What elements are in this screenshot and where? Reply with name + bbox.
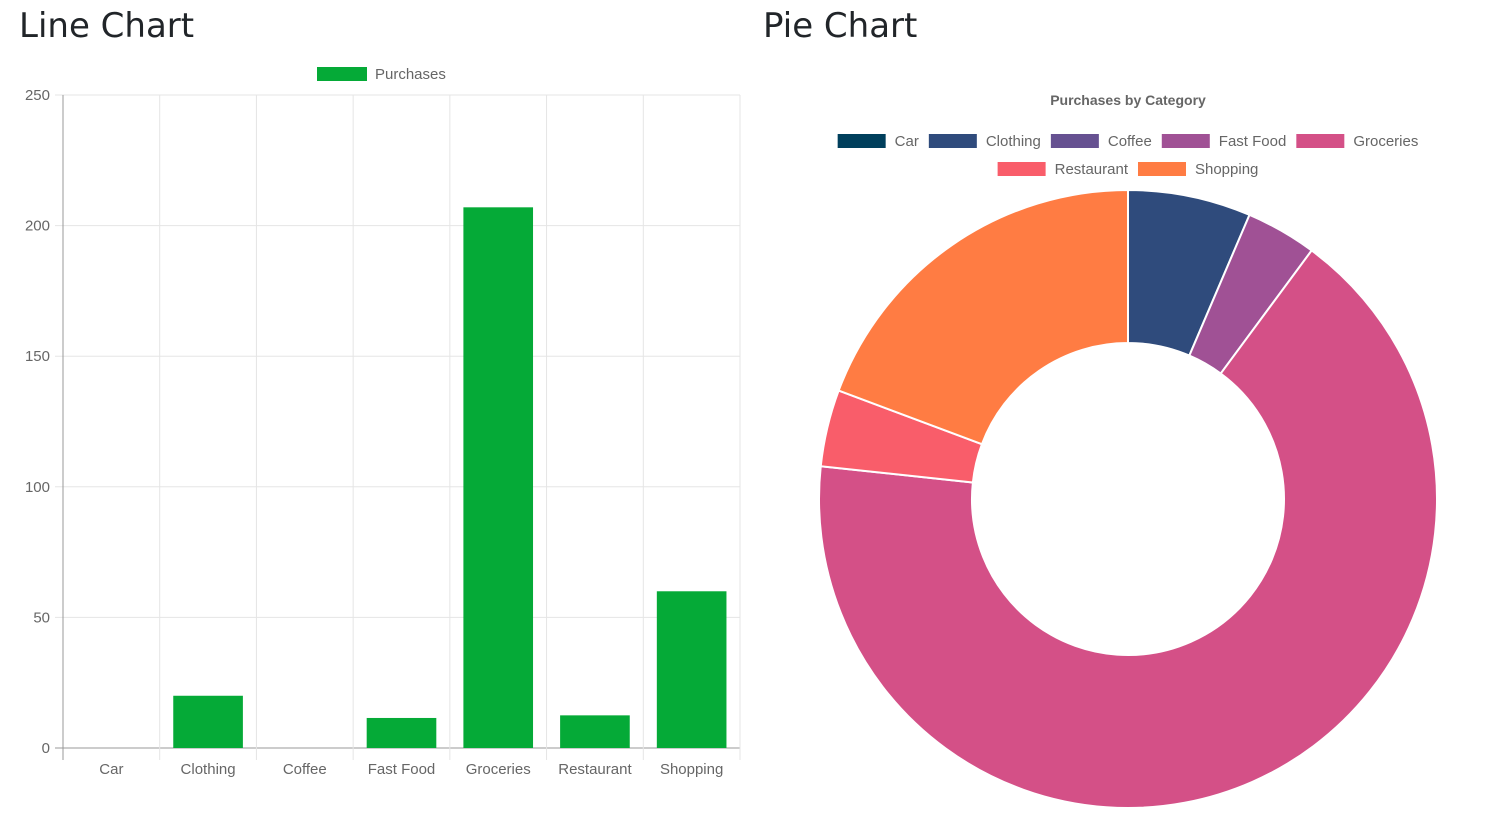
x-tick-label: Fast Food [368,761,436,778]
bar-groceries[interactable] [463,207,534,749]
legend-label-fast-food[interactable]: Fast Food [1219,133,1287,150]
legend-label-groceries[interactable]: Groceries [1353,133,1418,150]
slice-shopping[interactable] [837,188,1129,446]
x-tick-label: Car [99,761,123,778]
pie-panel-title: Pie Chart [763,6,918,46]
bar-restaurant[interactable] [560,715,630,748]
legend-swatch-clothing[interactable] [928,134,977,148]
x-tick-label: Clothing [181,761,236,778]
y-tick-label: 0 [42,740,50,757]
bar-legend[interactable]: Purchases [317,66,446,83]
y-tick-label: 150 [25,348,50,365]
bar-clothing[interactable] [173,695,243,748]
legend-label-car[interactable]: Car [895,133,919,150]
bar-chart: Purchases 0 50 100 150 200 250 Car Clothing Coffe… [25,66,741,778]
slice-groceries[interactable] [818,249,1438,809]
y-tick-label: 200 [25,218,50,235]
legend-label-coffee[interactable]: Coffee [1108,133,1152,150]
bar-shopping[interactable] [656,591,727,748]
legend-swatch-shopping[interactable] [1137,162,1186,176]
x-tick-label: Restaurant [558,761,632,778]
legend-swatch-fast-food[interactable] [1161,134,1210,148]
y-tick-label: 100 [25,479,50,496]
legend-swatch-restaurant[interactable] [997,162,1046,176]
bar-fast-food[interactable] [366,717,437,748]
legend-swatch-groceries[interactable] [1296,134,1345,148]
y-tick-label: 250 [25,87,50,104]
x-tick-label: Coffee [283,761,327,778]
x-tick-label: Shopping [660,761,723,778]
donut-chart-title: Purchases by Category [1050,92,1206,108]
donut-chart: Purchases by Category Car Clothing Coffee Fa… [818,92,1438,809]
y-tick-label: 50 [33,609,50,626]
legend-label-clothing[interactable]: Clothing [986,133,1041,150]
legend-swatch-coffee[interactable] [1050,134,1099,148]
x-tick-label: Groceries [466,761,531,778]
legend-label-purchases[interactable]: Purchases [375,66,446,83]
legend-swatch-purchases[interactable] [317,67,367,81]
legend-label-shopping[interactable]: Shopping [1195,161,1258,178]
donut-legend[interactable]: Car Clothing Coffee Fast Food Groceries Resta… [837,133,1419,178]
legend-swatch-car[interactable] [837,134,886,148]
legend-label-restaurant[interactable]: Restaurant [1055,161,1129,178]
bar-panel-title: Line Chart [19,6,195,46]
